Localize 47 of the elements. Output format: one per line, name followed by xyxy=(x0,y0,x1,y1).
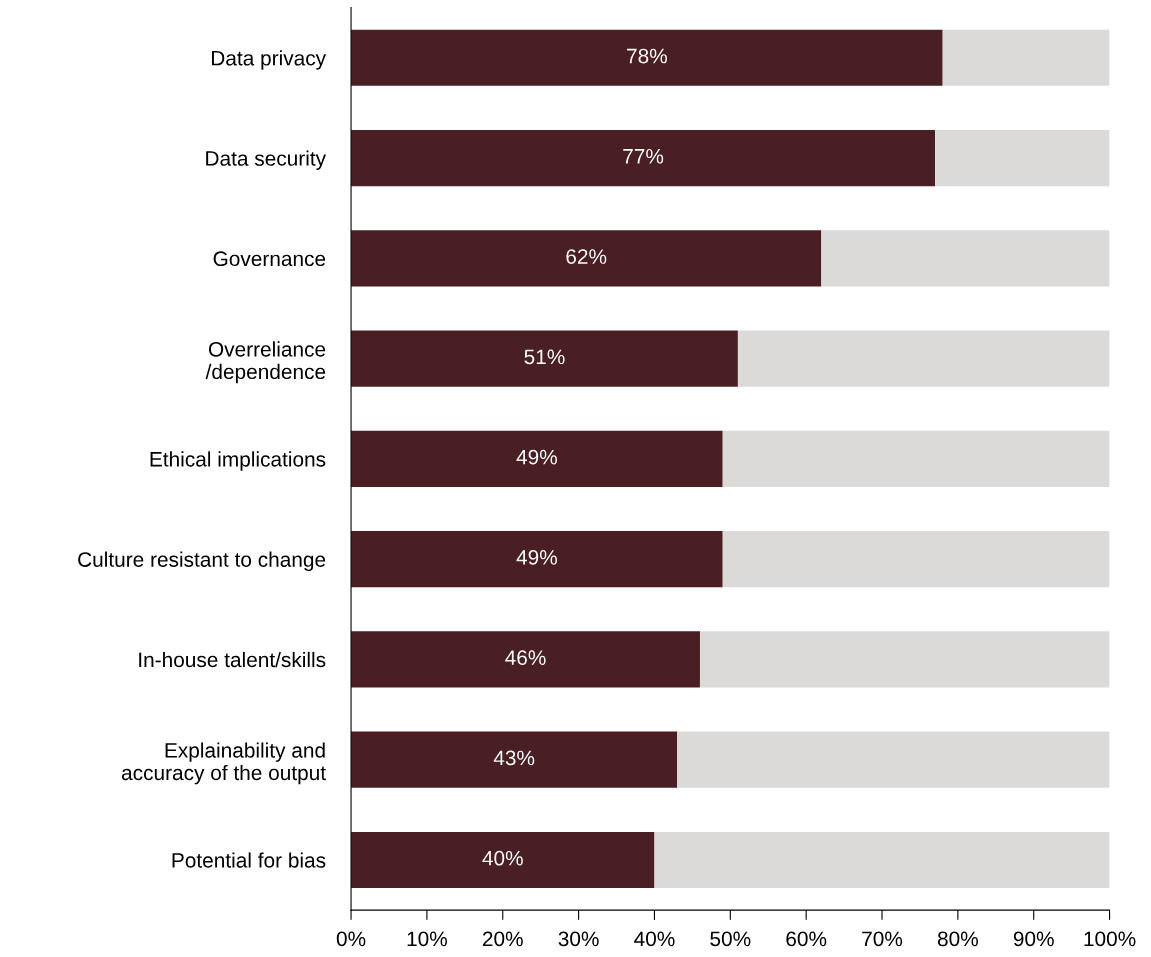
bar xyxy=(737,330,1110,387)
bar xyxy=(351,631,700,688)
bar xyxy=(942,29,1110,86)
bar xyxy=(351,129,936,187)
y-tick-label: In-house talent/skills xyxy=(139,651,326,668)
x-tick-label: 20% xyxy=(482,931,523,947)
data-label: 40% xyxy=(482,850,523,866)
data-label: 51% xyxy=(524,349,565,365)
bar xyxy=(722,430,1110,487)
bar xyxy=(935,129,1110,187)
y-tick-label: Culture resistant to change xyxy=(78,551,326,572)
data-label: 46% xyxy=(505,650,546,666)
y-tick-label: Governance xyxy=(213,251,326,267)
y-tick-label: Data privacy xyxy=(211,50,327,70)
bar xyxy=(654,831,1110,889)
x-tick-label: 30% xyxy=(558,931,599,947)
x-tick-label: 40% xyxy=(634,931,675,947)
bar xyxy=(699,631,1110,688)
y-tick-label: Ethical implications xyxy=(150,451,326,471)
x-tick-label: 0% xyxy=(336,931,366,947)
data-label: 77% xyxy=(623,149,664,164)
bar xyxy=(351,430,723,487)
x-tick-label: 80% xyxy=(937,931,978,947)
bar xyxy=(351,831,655,889)
data-label: 62% xyxy=(566,249,607,264)
x-tick-label: 60% xyxy=(786,931,827,947)
bar xyxy=(677,731,1110,788)
bar xyxy=(351,531,723,588)
y-tick-label: Explainability and accuracy of the output xyxy=(121,742,326,785)
bar xyxy=(351,330,738,387)
data-label: 43% xyxy=(493,750,535,766)
bar xyxy=(722,531,1110,588)
y-tick-label: Data security xyxy=(206,150,327,170)
bar xyxy=(351,731,678,788)
data-label: 49% xyxy=(516,549,557,565)
data-label: 49% xyxy=(516,449,557,465)
x-tick-label: 100% xyxy=(1084,931,1136,947)
x-tick-label: 70% xyxy=(862,931,903,947)
y-tick-label: Overreliance /dependence xyxy=(205,341,326,384)
bar xyxy=(821,230,1110,287)
y-tick-label: Potential for bias xyxy=(172,852,326,868)
x-tick-label: 90% xyxy=(1013,931,1054,947)
bar xyxy=(351,230,822,287)
data-label: 78% xyxy=(627,48,667,64)
x-tick-label: 10% xyxy=(407,931,448,947)
bar xyxy=(351,29,943,86)
x-tick-label: 50% xyxy=(710,931,751,947)
